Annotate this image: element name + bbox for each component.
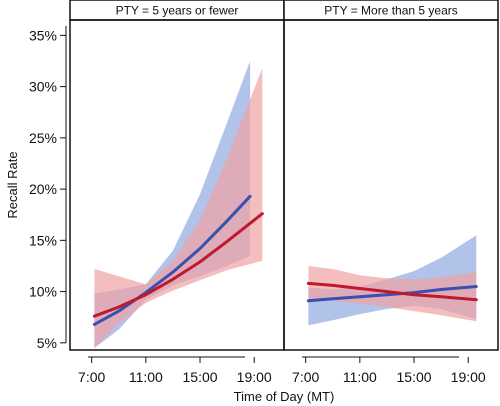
y-axis: 5% 10% 15% 20% 25% 30% 35% Recall Rate — [5, 26, 67, 351]
x-tick-label: 7:00 — [78, 369, 105, 385]
x-tick-label: 15:00 — [397, 369, 432, 385]
y-tick-label: 20% — [29, 181, 57, 197]
panel-frame — [283, 19, 499, 351]
x-tick-label: 19:00 — [451, 369, 486, 385]
x-tick-label: 11:00 — [343, 369, 377, 385]
panel-title: PTY = 5 years or fewer — [116, 4, 239, 18]
x-tick-label: 15:00 — [183, 369, 218, 385]
y-tick-label: 35% — [29, 27, 57, 43]
y-tick-label: 15% — [29, 232, 57, 248]
red-fit-line — [306, 281, 478, 302]
x-axis-label: Time of Day (MT) — [234, 389, 335, 404]
x-tick-label: 19:00 — [237, 369, 272, 385]
x-tick-label: 7:00 — [292, 369, 319, 385]
y-tick-label: 10% — [29, 284, 57, 300]
x-ticks: 7:00 11:00 15:00 19:00 — [78, 357, 272, 385]
y-tick-label: 30% — [29, 79, 57, 95]
panel-plot-area — [92, 61, 264, 348]
blue-fit-line — [306, 285, 478, 303]
y-ticks: 5% 10% 15% 20% 25% 30% 35% — [29, 27, 66, 351]
red-fit-line — [92, 212, 264, 318]
y-axis-label: Recall Rate — [5, 151, 20, 218]
y-tick-label: 25% — [29, 130, 57, 146]
blue-fit-line — [92, 194, 252, 326]
panel-pty-more-than-5: PTY = More than 5 years 7:00 11:00 15:00 19… — [283, 0, 499, 385]
red-confidence-band — [94, 68, 263, 348]
panel-plot-area — [306, 235, 478, 326]
y-tick-label: 5% — [37, 335, 57, 351]
x-tick-label: 11:00 — [129, 369, 163, 385]
panel-title: PTY = More than 5 years — [324, 4, 458, 18]
x-ticks: 7:00 11:00 15:00 19:00 — [292, 357, 486, 385]
panel-pty-5-or-fewer: PTY = 5 years or fewer 7:00 11:00 15:00 19:… — [69, 0, 285, 385]
